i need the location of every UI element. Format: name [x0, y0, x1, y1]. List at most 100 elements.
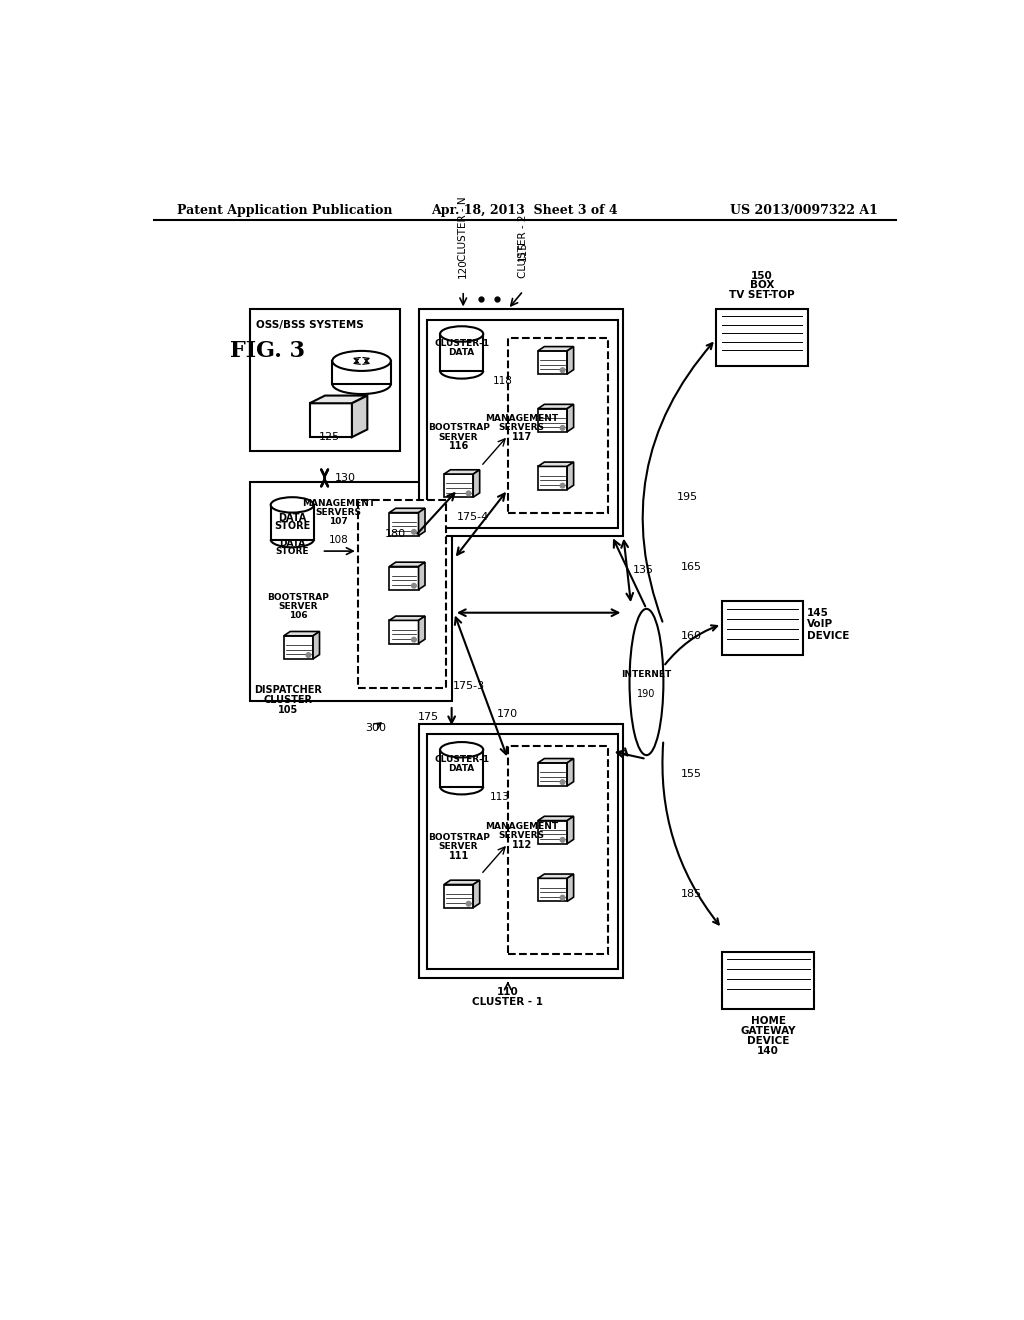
Text: 107: 107 — [329, 517, 348, 527]
Text: CLUSTER - 2: CLUSTER - 2 — [518, 214, 528, 277]
Text: 145: 145 — [807, 607, 828, 618]
Polygon shape — [538, 878, 567, 902]
Bar — [419, 725, 624, 978]
Text: SERVER: SERVER — [439, 433, 478, 442]
Polygon shape — [538, 351, 567, 374]
Polygon shape — [538, 816, 573, 821]
Circle shape — [560, 838, 565, 842]
Text: 135: 135 — [633, 565, 653, 576]
Polygon shape — [538, 821, 567, 843]
Text: 150: 150 — [751, 271, 773, 281]
Polygon shape — [444, 470, 479, 474]
Text: INTERNET: INTERNET — [622, 669, 672, 678]
Ellipse shape — [440, 742, 483, 758]
Text: 195: 195 — [677, 492, 698, 502]
Polygon shape — [352, 396, 368, 437]
Text: BOOTSTRAP: BOOTSTRAP — [428, 833, 489, 842]
Circle shape — [560, 368, 565, 372]
Text: 115: 115 — [518, 242, 528, 261]
Polygon shape — [313, 631, 319, 659]
Text: 110: 110 — [497, 987, 519, 998]
Polygon shape — [389, 512, 419, 536]
Circle shape — [466, 902, 471, 906]
Text: DATA: DATA — [449, 764, 475, 772]
Text: 105: 105 — [279, 705, 299, 714]
Text: 165: 165 — [681, 561, 702, 572]
Text: SERVERS: SERVERS — [499, 832, 545, 841]
Text: TV SET-TOP: TV SET-TOP — [729, 289, 795, 300]
Polygon shape — [567, 816, 573, 843]
Text: HOME: HOME — [751, 1016, 785, 1026]
Ellipse shape — [270, 498, 313, 512]
Circle shape — [560, 425, 565, 430]
Text: 180: 180 — [385, 529, 407, 539]
Polygon shape — [538, 759, 573, 763]
Bar — [508, 746, 608, 954]
Text: CLUSTER - N: CLUSTER - N — [458, 197, 468, 261]
Text: 140: 140 — [757, 1045, 779, 1056]
Text: STORE: STORE — [275, 548, 309, 556]
Text: 113: 113 — [490, 792, 510, 803]
Bar — [440, 334, 483, 371]
Polygon shape — [419, 562, 425, 590]
Polygon shape — [567, 462, 573, 490]
Bar — [716, 309, 808, 367]
Polygon shape — [538, 462, 573, 466]
Circle shape — [306, 653, 310, 657]
Polygon shape — [473, 470, 479, 498]
Text: 130: 130 — [335, 473, 355, 483]
Text: STORE: STORE — [274, 521, 310, 531]
Polygon shape — [444, 880, 479, 884]
Bar — [357, 499, 446, 688]
Bar — [508, 338, 608, 513]
Circle shape — [412, 529, 416, 535]
Text: 185: 185 — [681, 888, 702, 899]
Bar — [427, 321, 617, 528]
Text: 175-3: 175-3 — [454, 681, 485, 690]
Text: 300: 300 — [366, 723, 386, 733]
Bar — [722, 601, 803, 655]
Ellipse shape — [440, 326, 483, 342]
Polygon shape — [309, 396, 368, 404]
Text: 190: 190 — [637, 689, 655, 698]
Polygon shape — [309, 404, 352, 437]
Text: FIG. 3: FIG. 3 — [230, 341, 305, 362]
Bar — [333, 360, 391, 384]
Polygon shape — [419, 508, 425, 536]
Polygon shape — [567, 404, 573, 432]
Polygon shape — [284, 631, 319, 636]
Polygon shape — [567, 874, 573, 902]
Text: 175-4: 175-4 — [457, 512, 489, 521]
Text: VoIP: VoIP — [807, 619, 833, 630]
Polygon shape — [389, 620, 419, 644]
Polygon shape — [538, 409, 567, 432]
Polygon shape — [538, 466, 567, 490]
Polygon shape — [567, 759, 573, 785]
Bar — [419, 309, 624, 536]
Text: BOX: BOX — [750, 280, 774, 290]
Text: 170: 170 — [498, 709, 518, 719]
Polygon shape — [389, 508, 425, 512]
Text: 155: 155 — [681, 770, 702, 779]
Circle shape — [466, 491, 471, 496]
Text: DATA: DATA — [280, 539, 305, 548]
Ellipse shape — [333, 351, 391, 371]
Text: MANAGEMENT: MANAGEMENT — [302, 499, 375, 508]
Bar — [427, 734, 617, 969]
Polygon shape — [389, 562, 425, 566]
Text: MANAGEMENT: MANAGEMENT — [485, 414, 558, 424]
Circle shape — [412, 583, 416, 589]
Text: DATA: DATA — [279, 513, 306, 523]
Text: 112: 112 — [512, 841, 531, 850]
Polygon shape — [538, 347, 573, 351]
Text: 118: 118 — [493, 376, 512, 387]
Bar — [250, 309, 400, 451]
Polygon shape — [538, 763, 567, 785]
Bar — [440, 750, 483, 787]
Bar — [722, 952, 814, 1010]
Polygon shape — [473, 880, 479, 908]
Text: CLUSTER: CLUSTER — [264, 694, 313, 705]
Text: SERVERS: SERVERS — [499, 424, 545, 433]
Text: BOOTSTRAP: BOOTSTRAP — [428, 424, 489, 433]
Ellipse shape — [630, 609, 664, 755]
